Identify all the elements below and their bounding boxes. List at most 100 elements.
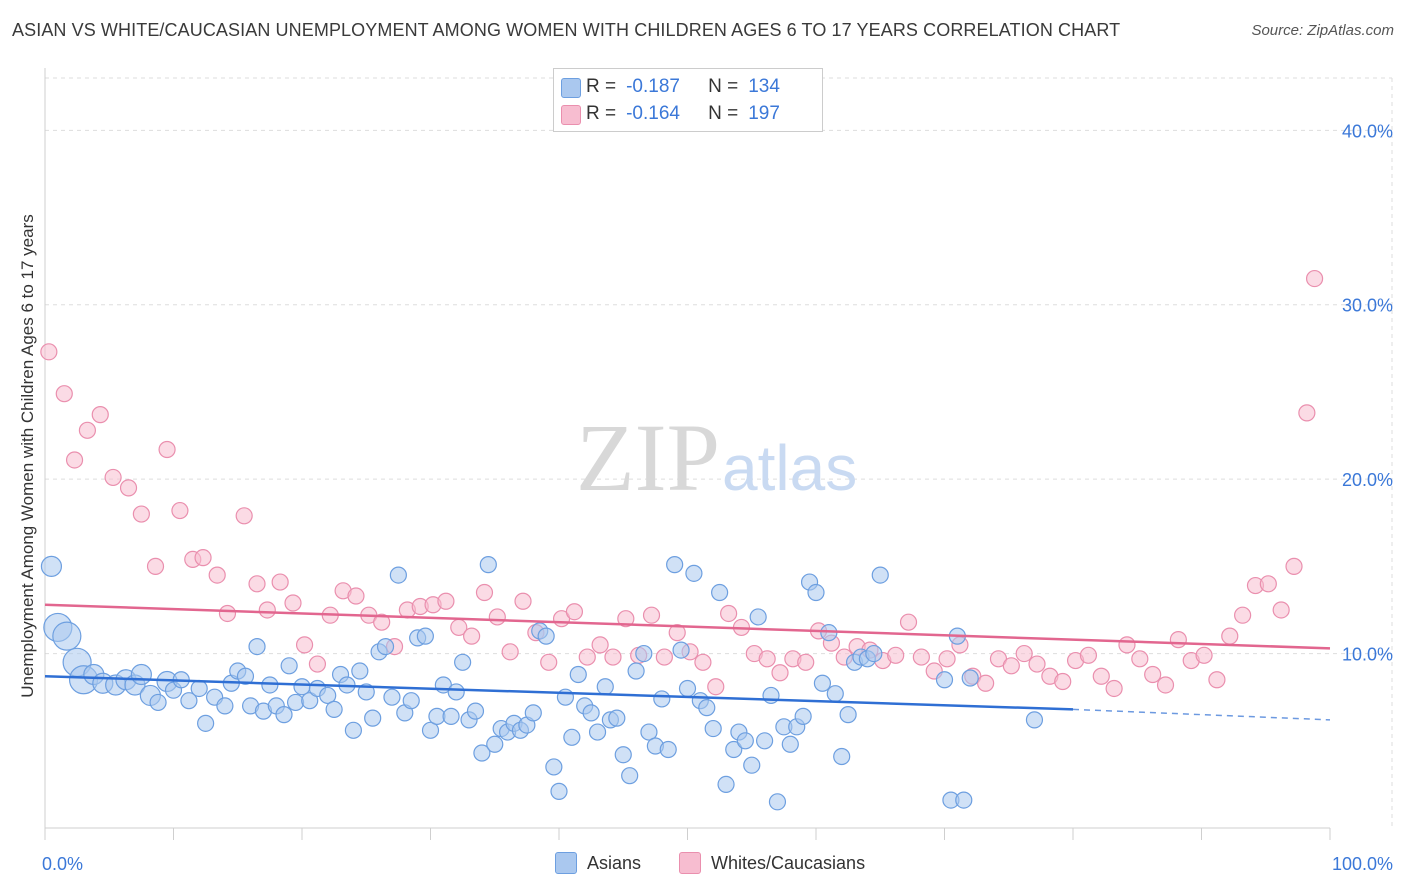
data-point	[807, 583, 825, 602]
data-point	[813, 674, 832, 692]
data-point	[235, 507, 253, 525]
data-point	[1156, 676, 1175, 694]
data-point	[1272, 601, 1290, 619]
data-point	[833, 747, 851, 766]
data-point	[887, 646, 905, 664]
trend-lines	[44, 603, 1331, 721]
data-point	[604, 648, 622, 666]
data-point	[588, 723, 607, 741]
data-point	[871, 566, 889, 584]
data-point	[678, 679, 697, 698]
data-point	[454, 653, 472, 671]
data-point	[78, 421, 97, 439]
chart-title: ASIAN VS WHITE/CAUCASIAN UNEMPLOYMENT AM…	[12, 20, 1121, 40]
data-point	[261, 676, 279, 694]
data-point	[258, 601, 276, 619]
asians-points	[40, 555, 1044, 811]
data-point	[540, 653, 558, 671]
data-point	[286, 693, 305, 712]
data-point	[550, 782, 568, 800]
data-point	[383, 688, 401, 706]
data-point	[556, 688, 575, 706]
data-point	[694, 653, 712, 671]
data-point	[569, 665, 587, 684]
data-point	[40, 555, 63, 577]
data-point	[119, 479, 138, 497]
gridlines	[45, 77, 1393, 828]
data-point	[725, 740, 743, 759]
data-point	[977, 674, 995, 692]
legend-item-asians[interactable]: Asians	[555, 852, 641, 874]
data-point	[344, 721, 362, 739]
watermark-zip: ZIP	[576, 404, 720, 511]
data-point	[578, 648, 596, 666]
data-point	[642, 606, 661, 624]
data-point	[1015, 644, 1033, 663]
y-tick-label: 40.0%	[1342, 121, 1393, 141]
whites-legend-label: Whites/Caucasians	[711, 852, 866, 873]
data-point	[826, 685, 844, 703]
asians-r-value: -0.187	[626, 76, 680, 97]
data-point	[1169, 631, 1187, 649]
data-point	[666, 556, 684, 574]
data-point	[1054, 672, 1072, 691]
data-point	[236, 667, 255, 685]
asians-n-label: N =	[708, 76, 739, 97]
data-point	[537, 627, 555, 645]
data-point	[389, 566, 407, 584]
whites-r-label: R =	[586, 103, 617, 124]
data-point	[347, 587, 365, 605]
data-point	[190, 679, 208, 698]
data-point	[402, 692, 420, 710]
data-point	[582, 704, 600, 722]
data-point	[596, 678, 614, 696]
data-point	[627, 662, 645, 680]
data-point	[938, 650, 956, 668]
data-point	[565, 603, 584, 621]
data-point	[293, 678, 311, 696]
data-point	[1208, 671, 1226, 689]
data-point	[466, 702, 485, 720]
asians-r-label: R =	[586, 76, 617, 97]
data-point	[698, 699, 716, 717]
data-point	[1305, 269, 1324, 288]
data-point	[794, 707, 812, 725]
data-point	[685, 564, 703, 582]
asians-n-value: 134	[748, 76, 780, 97]
y-tick-label: 10.0%	[1342, 645, 1393, 665]
data-point	[1298, 404, 1316, 422]
data-point	[720, 604, 738, 623]
data-point	[55, 385, 73, 403]
data-point	[421, 721, 440, 739]
data-point	[655, 648, 673, 666]
data-point	[704, 719, 722, 738]
data-point	[1118, 636, 1136, 654]
correlation-legend: R = -0.187 N = 134 R = -0.164 N = 197	[553, 68, 823, 132]
data-point	[248, 638, 266, 656]
data-point	[608, 709, 626, 727]
tick-labels: 10.0% 20.0% 30.0% 40.0% 0.0% 100.0%	[42, 121, 1393, 874]
data-point	[158, 440, 176, 459]
data-point	[1259, 575, 1277, 593]
data-point	[736, 732, 754, 750]
data-point	[376, 638, 395, 656]
data-point	[672, 641, 690, 659]
whites-r-value: -0.164	[626, 103, 680, 124]
data-point	[955, 791, 973, 809]
data-point	[463, 627, 481, 645]
data-point	[447, 683, 465, 701]
data-point	[280, 657, 298, 675]
data-point	[935, 671, 954, 689]
legend-item-whites[interactable]: Whites/Caucasians	[679, 852, 865, 874]
data-point	[640, 723, 658, 741]
whites-swatch	[561, 105, 581, 125]
data-point	[1105, 679, 1123, 698]
data-point	[1144, 665, 1162, 684]
data-point	[1285, 557, 1303, 575]
data-point	[284, 594, 302, 612]
data-point	[839, 706, 857, 724]
data-point	[308, 655, 327, 673]
data-point	[1079, 646, 1098, 664]
data-point	[416, 627, 434, 645]
data-point	[545, 758, 563, 776]
